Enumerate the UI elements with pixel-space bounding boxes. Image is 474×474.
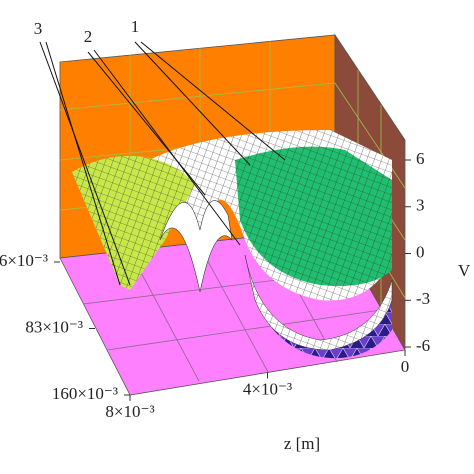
x-tick-label: 0 (401, 357, 410, 376)
surfaces (72, 130, 393, 359)
x-tick-label: 8×10⁻³ (105, 402, 154, 421)
depth-tick-label: 160×10⁻³ (52, 384, 118, 403)
x-axis-label: z [m] (284, 434, 320, 453)
depth-tick-label: 83×10⁻³ (25, 317, 83, 336)
y-tick-label: 6 (416, 149, 425, 168)
curve-label: 1 (131, 17, 140, 36)
y-axis-label: V (458, 261, 471, 280)
y-tick-label: -3 (416, 289, 430, 308)
curve-label: 2 (84, 27, 93, 46)
y-tick-label: 0 (416, 242, 425, 261)
y-tick-label: -6 (416, 336, 430, 355)
curve-label: 3 (34, 19, 43, 38)
x-tick-label: 4×10⁻³ (243, 379, 292, 398)
leader-lines (39, 41, 286, 286)
y-tick-label: 3 (416, 196, 425, 215)
depth-tick-label: 6×10⁻³ (0, 251, 48, 270)
